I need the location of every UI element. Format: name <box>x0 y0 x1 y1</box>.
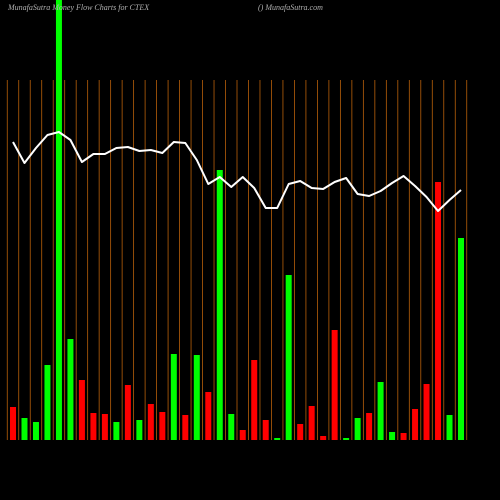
bar <box>377 382 384 440</box>
bar <box>67 339 74 440</box>
bar <box>90 413 97 440</box>
bar <box>412 409 419 440</box>
grid <box>6 80 468 440</box>
bar <box>21 418 28 440</box>
bar <box>182 415 189 440</box>
bar <box>331 330 338 440</box>
bar <box>400 433 407 440</box>
bar <box>251 360 258 440</box>
bar <box>44 365 51 440</box>
bar <box>147 404 154 440</box>
bar <box>423 384 430 440</box>
bar <box>239 430 246 440</box>
chart-subtitle: () MunafaSutra.com <box>258 3 323 12</box>
bar <box>32 422 39 440</box>
bar <box>389 432 396 440</box>
bar <box>55 0 62 440</box>
bar <box>274 438 281 440</box>
bar <box>136 420 143 440</box>
bar <box>435 182 442 440</box>
bar <box>354 418 361 440</box>
bars <box>10 0 464 440</box>
bar <box>228 414 235 440</box>
bar <box>458 238 464 440</box>
bar <box>205 392 212 440</box>
bar <box>285 275 292 440</box>
bar <box>320 436 327 440</box>
bar <box>297 424 304 440</box>
bar <box>193 355 200 440</box>
bar <box>343 438 350 440</box>
bar <box>10 407 16 440</box>
bar <box>159 412 166 440</box>
bar <box>101 414 108 440</box>
bar <box>78 380 85 440</box>
bar <box>124 385 131 440</box>
chart-title: MunafaSutra Money Flow Charts for CTEX <box>7 3 150 12</box>
money-flow-line <box>12 131 462 212</box>
bar <box>216 170 223 440</box>
lines <box>12 131 462 212</box>
bar <box>308 406 315 440</box>
bar <box>113 422 120 440</box>
bar <box>446 415 453 440</box>
bar <box>262 420 269 440</box>
bar <box>366 413 373 440</box>
bar <box>170 354 177 440</box>
